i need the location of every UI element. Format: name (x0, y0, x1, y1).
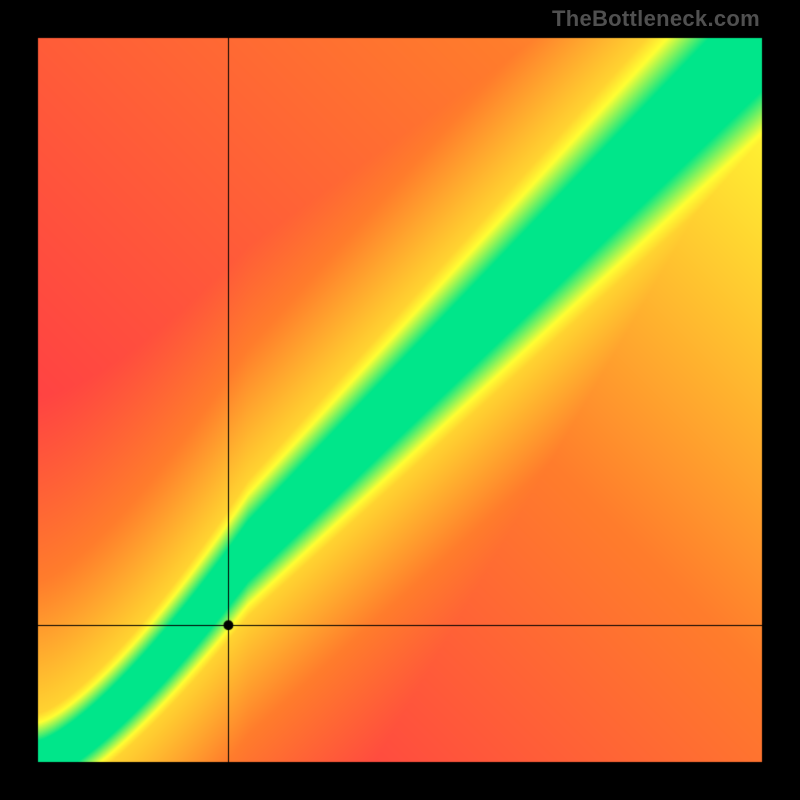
watermark-label: TheBottleneck.com (552, 6, 760, 32)
